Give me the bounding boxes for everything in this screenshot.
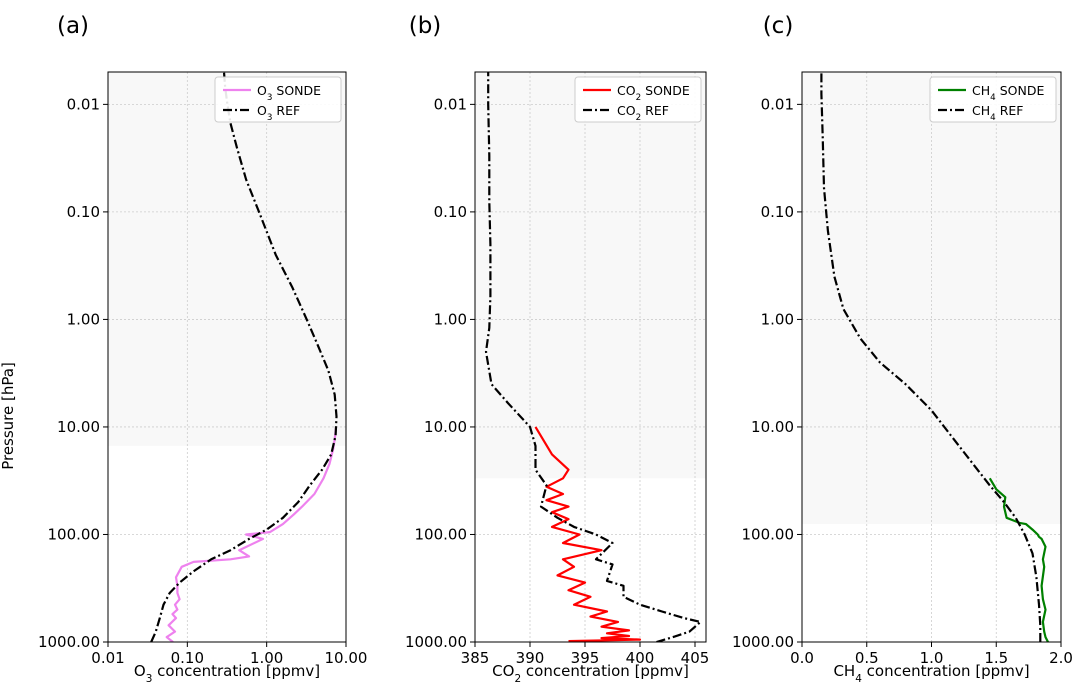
series-line-1 bbox=[820, 72, 1042, 642]
series-line-0 bbox=[988, 477, 1049, 642]
y-tick-label-0: 0.01 bbox=[434, 95, 467, 113]
panel-a: 0.01 0.10 1.00 10.00 0.01 0.10 1.00 10.00 100.00… bbox=[38, 13, 368, 684]
y-tick-label-4: 100.00 bbox=[742, 525, 795, 543]
y-tick-label-1: 0.10 bbox=[761, 203, 794, 221]
x-tick-label-0: 0.01 bbox=[91, 649, 124, 667]
x-tick-label-1: 0.5 bbox=[855, 649, 879, 667]
y-tick-label-2: 1.00 bbox=[67, 310, 100, 328]
x-axis-label: O3 concentration [ppmv] bbox=[134, 662, 320, 684]
x-axis-label: CH4 concentration [ppmv] bbox=[833, 662, 1029, 684]
y-tick-label-5: 1000.00 bbox=[38, 633, 100, 651]
x-tick-label-4: 405 bbox=[681, 649, 710, 667]
shaded-region bbox=[108, 72, 346, 446]
y-tick-label-0: 0.01 bbox=[761, 95, 794, 113]
x-axis-label: CO2 concentration [ppmv] bbox=[492, 662, 689, 684]
y-tick-label-2: 1.00 bbox=[434, 310, 467, 328]
panel-c: 0.0 0.5 1.0 1.5 2.0 0.01 0.10 1.00 10.00 100.00 10… bbox=[732, 13, 1073, 684]
legend-label-1: O3 REF bbox=[257, 103, 300, 123]
x-tick-label-2: 395 bbox=[571, 649, 600, 667]
y-tick-label-5: 1000.00 bbox=[405, 633, 467, 651]
y-tick-label-2: 1.00 bbox=[761, 310, 794, 328]
panel-label: (a) bbox=[57, 13, 89, 39]
x-tick-label-4: 2.0 bbox=[1049, 649, 1073, 667]
series-line-1 bbox=[150, 72, 338, 642]
panel-label: (c) bbox=[763, 13, 794, 39]
axes-frame bbox=[107, 71, 347, 643]
series-line-0 bbox=[534, 426, 642, 642]
y-tick-label-4: 100.00 bbox=[48, 525, 101, 543]
shaded-region bbox=[475, 72, 706, 479]
y-tick-label-5: 1000.00 bbox=[732, 633, 794, 651]
y-tick-label-0: 0.01 bbox=[67, 95, 100, 113]
x-tick-label-0: 385 bbox=[461, 649, 490, 667]
legend-label-0: CO2 SONDE bbox=[617, 83, 690, 103]
x-tick-label-3: 10.00 bbox=[325, 649, 368, 667]
y-tick-label-3: 10.00 bbox=[424, 418, 467, 436]
panel-b: 385 390 395 400 405 0.01 0.10 1.00 10.00 100.00 10… bbox=[405, 13, 709, 684]
y-tick-label-3: 10.00 bbox=[57, 418, 100, 436]
legend-label-0: O3 SONDE bbox=[257, 83, 321, 103]
series-line-0 bbox=[165, 426, 338, 642]
x-tick-label-0: 0.0 bbox=[790, 649, 814, 667]
legend-label-1: CH4 REF bbox=[972, 103, 1023, 123]
series-line-1 bbox=[484, 72, 702, 642]
y-tick-label-4: 100.00 bbox=[415, 525, 468, 543]
y-tick-label-3: 10.00 bbox=[751, 418, 794, 436]
y-axis-label: Pressure [hPa] bbox=[0, 362, 17, 470]
x-tick-label-1: 0.10 bbox=[171, 649, 204, 667]
y-tick-label-1: 0.10 bbox=[67, 203, 100, 221]
panel-label: (b) bbox=[409, 13, 442, 39]
x-tick-label-2: 1.00 bbox=[250, 649, 283, 667]
x-tick-label-2: 1.0 bbox=[920, 649, 944, 667]
legend-label-1: CO2 REF bbox=[617, 103, 669, 123]
axes-frame bbox=[474, 71, 707, 643]
x-tick-label-3: 1.5 bbox=[984, 649, 1008, 667]
x-tick-label-3: 400 bbox=[626, 649, 655, 667]
y-tick-label-1: 0.10 bbox=[434, 203, 467, 221]
x-tick-label-1: 390 bbox=[516, 649, 545, 667]
legend-label-0: CH4 SONDE bbox=[972, 83, 1044, 103]
